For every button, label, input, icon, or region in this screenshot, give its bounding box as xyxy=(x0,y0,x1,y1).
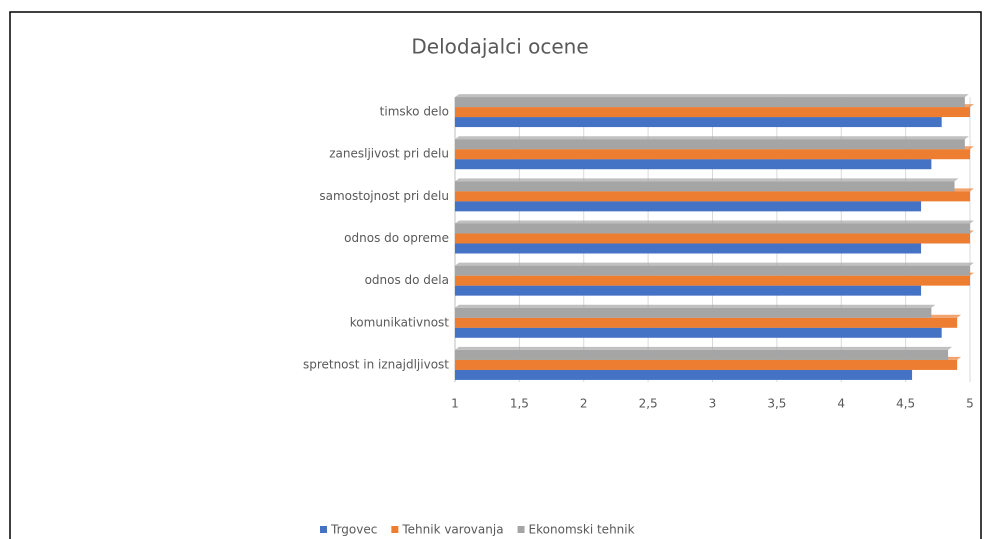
bar xyxy=(455,149,970,160)
bar xyxy=(455,107,970,118)
chart-title: Delodajalci ocene xyxy=(411,35,588,59)
bar xyxy=(455,191,970,202)
bar xyxy=(455,181,955,192)
y-tick-label: odnos do opreme xyxy=(344,231,449,245)
x-tick-label: 5 xyxy=(966,397,974,411)
legend-swatch xyxy=(517,526,525,533)
bar xyxy=(455,369,913,380)
legend-swatch xyxy=(391,526,399,533)
y-tick-label: spretnost in iznajdljivost xyxy=(303,357,449,371)
bar xyxy=(455,223,970,234)
y-tick-label: samostojnost pri delu xyxy=(319,189,449,203)
legend-swatch xyxy=(320,526,327,533)
x-tick-label: 3,5 xyxy=(767,397,786,411)
bar xyxy=(455,317,958,328)
bar xyxy=(455,233,970,244)
x-tick-label: 3 xyxy=(709,397,717,411)
y-tick-label: komunikativnost xyxy=(350,315,450,329)
bar xyxy=(455,243,922,254)
bar xyxy=(455,265,970,276)
x-tick-label: 2 xyxy=(580,397,588,411)
bar-top xyxy=(455,136,969,140)
legend-label: Ekonomski tehnik xyxy=(529,523,635,537)
bar-top xyxy=(455,346,953,350)
bar-top xyxy=(455,220,974,224)
x-tick-label: 1 xyxy=(451,397,459,411)
bar-top xyxy=(455,178,959,182)
x-tick-label: 4,5 xyxy=(896,397,915,411)
bar-top xyxy=(455,262,974,266)
bar xyxy=(455,97,965,108)
bar-top xyxy=(455,94,969,98)
bar xyxy=(455,327,942,338)
y-tick-label: timsko delo xyxy=(380,105,449,119)
bar xyxy=(455,201,922,212)
bar xyxy=(455,307,932,318)
bar xyxy=(455,359,958,370)
bar xyxy=(455,285,922,296)
bar xyxy=(455,117,942,128)
x-tick-label: 4 xyxy=(837,397,845,411)
bar xyxy=(455,159,932,170)
bar xyxy=(455,349,949,360)
bar xyxy=(455,275,970,286)
y-tick-label: zanesljivost pri delu xyxy=(329,147,449,161)
y-tick-label: odnos do dela xyxy=(365,273,449,287)
legend-label: Trgovec xyxy=(330,523,377,537)
x-tick-label: 1,5 xyxy=(510,397,529,411)
x-tick-label: 2,5 xyxy=(639,397,658,411)
bar-top xyxy=(455,304,936,308)
legend-label: Tehnik varovanja xyxy=(401,523,503,537)
bar xyxy=(455,139,965,150)
